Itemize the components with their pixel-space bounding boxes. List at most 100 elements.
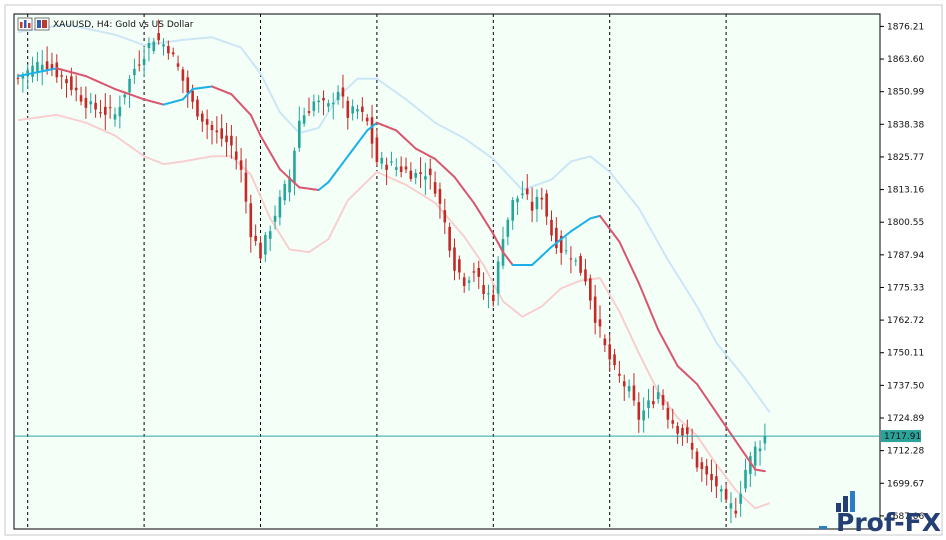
candle-body	[700, 462, 704, 469]
ma-segment	[710, 404, 718, 414]
candle-body	[244, 172, 248, 202]
plot-area[interactable]	[13, 13, 881, 530]
candle-body	[152, 41, 156, 52]
candle-body	[84, 97, 88, 108]
ma-segment	[458, 182, 466, 191]
ma-segment	[448, 171, 456, 179]
ma-segment	[671, 355, 679, 367]
candle-body	[186, 77, 190, 94]
candle-body	[375, 137, 379, 163]
candle-body	[710, 473, 713, 481]
ma-segment	[540, 250, 548, 257]
candle-body	[516, 198, 519, 203]
ma-segment	[681, 369, 689, 377]
ma-segment	[502, 251, 509, 260]
candle-body	[118, 106, 122, 117]
candle-body	[545, 193, 548, 217]
candle-body	[443, 210, 447, 223]
ma-segment	[759, 469, 766, 473]
candle-body	[288, 177, 291, 193]
candle-body	[293, 150, 296, 184]
price-tick-label: 1762.72	[887, 316, 924, 326]
ma-segment	[278, 168, 286, 175]
price-tick-label: 1800.55	[887, 218, 924, 228]
price-tick-label: 1838.38	[887, 120, 924, 130]
candle-body	[201, 113, 204, 122]
candle-body	[462, 277, 466, 286]
candle-body	[758, 448, 762, 452]
candle-body	[215, 130, 219, 133]
lower-band	[17, 113, 771, 510]
candle-body	[128, 78, 131, 93]
candle-body	[60, 75, 63, 77]
candle-body	[569, 258, 573, 260]
candle-body	[608, 344, 611, 360]
ma-segment	[468, 195, 475, 204]
price-tick-label: 1825.77	[887, 153, 924, 163]
candle-body	[36, 61, 39, 73]
price-tick-label: 1699.67	[887, 479, 924, 489]
candle-body	[492, 294, 495, 302]
price-tick-label: 1813.16	[887, 186, 924, 196]
candle-body	[467, 280, 471, 283]
candle-body	[157, 33, 160, 41]
candle-body	[230, 135, 233, 146]
ma-segment	[438, 162, 446, 169]
ma-segment	[346, 148, 354, 158]
lower-band-line	[17, 113, 771, 510]
ma-segment	[725, 425, 732, 435]
ma-segment	[264, 143, 272, 154]
chart-bars-icon[interactable]	[17, 17, 33, 31]
ma-segment	[686, 374, 694, 381]
ma-segment	[317, 185, 325, 191]
candle-body	[89, 101, 93, 105]
chart-title: XAUUSD, H4: Gold vs US Dollar	[17, 17, 194, 31]
candle-body	[361, 106, 364, 113]
candle-body	[734, 510, 738, 514]
candle-body	[55, 62, 59, 78]
candle-body	[409, 170, 413, 179]
ma-segment	[283, 172, 291, 180]
ma-segment	[244, 108, 252, 116]
candle-body	[225, 135, 228, 143]
chart-flag-icon[interactable]	[34, 17, 50, 31]
candle-body	[196, 99, 199, 117]
candle-body	[167, 46, 170, 54]
candle-body	[603, 338, 607, 346]
candle-body	[618, 373, 621, 376]
ma-segment	[642, 293, 650, 308]
ma-segment	[734, 440, 742, 450]
candle-body	[530, 201, 534, 211]
ma-segment	[366, 125, 374, 132]
candle-body	[487, 293, 490, 295]
candle-body	[540, 197, 544, 200]
candle-body	[438, 189, 442, 204]
candle-body	[753, 446, 757, 466]
ma-segment	[603, 221, 611, 230]
ma-segment	[259, 134, 267, 146]
candle-body	[45, 61, 49, 70]
candle-body	[593, 296, 597, 323]
candle-body	[559, 235, 563, 253]
candle-body	[142, 58, 146, 66]
candle-body	[399, 166, 403, 172]
ma-segment	[181, 93, 189, 101]
candle-body	[482, 285, 485, 294]
current-price-value: 1717.91	[884, 432, 921, 442]
candle-body	[652, 401, 655, 405]
candle-body	[647, 400, 650, 409]
ma-segment	[696, 383, 703, 393]
candle-body	[656, 392, 660, 400]
prof-fx-logo: Prof-FX	[819, 491, 941, 537]
price-tick-label: 1750.11	[887, 349, 924, 359]
candle-body	[681, 427, 684, 436]
candle-body	[555, 227, 558, 249]
price-tick-label: 1737.50	[887, 381, 924, 391]
ma-segment	[434, 157, 441, 165]
candle-body	[365, 117, 369, 122]
candle-body	[686, 427, 689, 435]
ma-segment	[628, 261, 635, 274]
ma-segment	[186, 88, 194, 96]
ma-segment	[497, 242, 504, 254]
